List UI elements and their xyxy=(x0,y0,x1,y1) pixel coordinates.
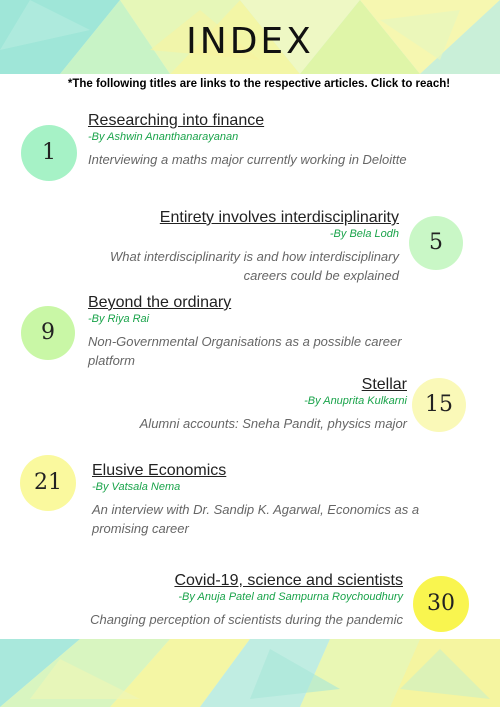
top-decorative-band xyxy=(0,0,500,74)
article-entry: Covid-19, science and scientists -By Anu… xyxy=(40,571,403,629)
article-description: Interviewing a maths major currently wor… xyxy=(88,152,407,167)
article-title-link[interactable]: Entirety involves interdisciplinarity xyxy=(159,209,399,226)
article-description: Non-Governmental Organisations as a poss… xyxy=(88,334,402,368)
article-title-link[interactable]: Elusive Economics xyxy=(92,462,227,479)
low-poly-background xyxy=(0,639,500,707)
article-title-link[interactable]: Researching into finance xyxy=(88,112,265,129)
page-number-circle[interactable]: 30 xyxy=(413,576,469,632)
page-number-circle[interactable]: 1 xyxy=(21,125,77,181)
article-entry: Entirety involves interdisciplinarity -B… xyxy=(60,208,399,285)
page-number-circle[interactable]: 21 xyxy=(20,455,76,511)
low-poly-background xyxy=(0,0,500,74)
page-number-circle[interactable]: 15 xyxy=(412,378,466,432)
article-title-link[interactable]: Stellar xyxy=(361,376,407,393)
article-author: -By Vatsala Nema xyxy=(92,481,181,493)
article-entry: Beyond the ordinary -By Riya Rai Non-Gov… xyxy=(88,293,433,370)
article-description: Alumni accounts: Sneha Pandit, physics m… xyxy=(139,416,407,431)
article-author: -By Anuprita Kulkarni xyxy=(304,395,407,407)
page-number: 9 xyxy=(41,320,55,345)
page-number-circle[interactable]: 5 xyxy=(409,216,463,270)
article-description: Changing perception of scientists during… xyxy=(90,612,403,627)
page-number: 21 xyxy=(34,470,62,495)
page-number: 5 xyxy=(429,230,443,255)
article-author: -By Bela Lodh xyxy=(329,228,399,240)
article-description: An interview with Dr. Sandip K. Agarwal,… xyxy=(92,502,420,536)
article-author: -By Ashwin Ananthanarayanan xyxy=(88,131,239,143)
page-number: 1 xyxy=(42,140,56,165)
article-entry: Researching into finance -By Ashwin Anan… xyxy=(88,111,433,169)
article-entry: Elusive Economics -By Vatsala Nema An in… xyxy=(92,461,437,538)
article-description: What interdisciplinarity is and how inte… xyxy=(109,249,399,283)
article-title-link[interactable]: Beyond the ordinary xyxy=(88,294,232,311)
article-author: -By Riya Rai xyxy=(88,313,150,325)
page-number: 30 xyxy=(427,591,455,616)
article-author: -By Anuja Patel and Sampurna Roychoudhur… xyxy=(178,591,403,603)
page-number: 15 xyxy=(425,392,453,417)
page-number-circle[interactable]: 9 xyxy=(21,306,75,360)
subtitle-note: *The following titles are links to the r… xyxy=(67,78,451,90)
article-entry: Stellar -By Anuprita Kulkarni Alumni acc… xyxy=(90,375,407,433)
article-title-link[interactable]: Covid-19, science and scientists xyxy=(174,572,403,589)
page-title: INDEX xyxy=(186,21,314,62)
bottom-decorative-band xyxy=(0,639,500,707)
